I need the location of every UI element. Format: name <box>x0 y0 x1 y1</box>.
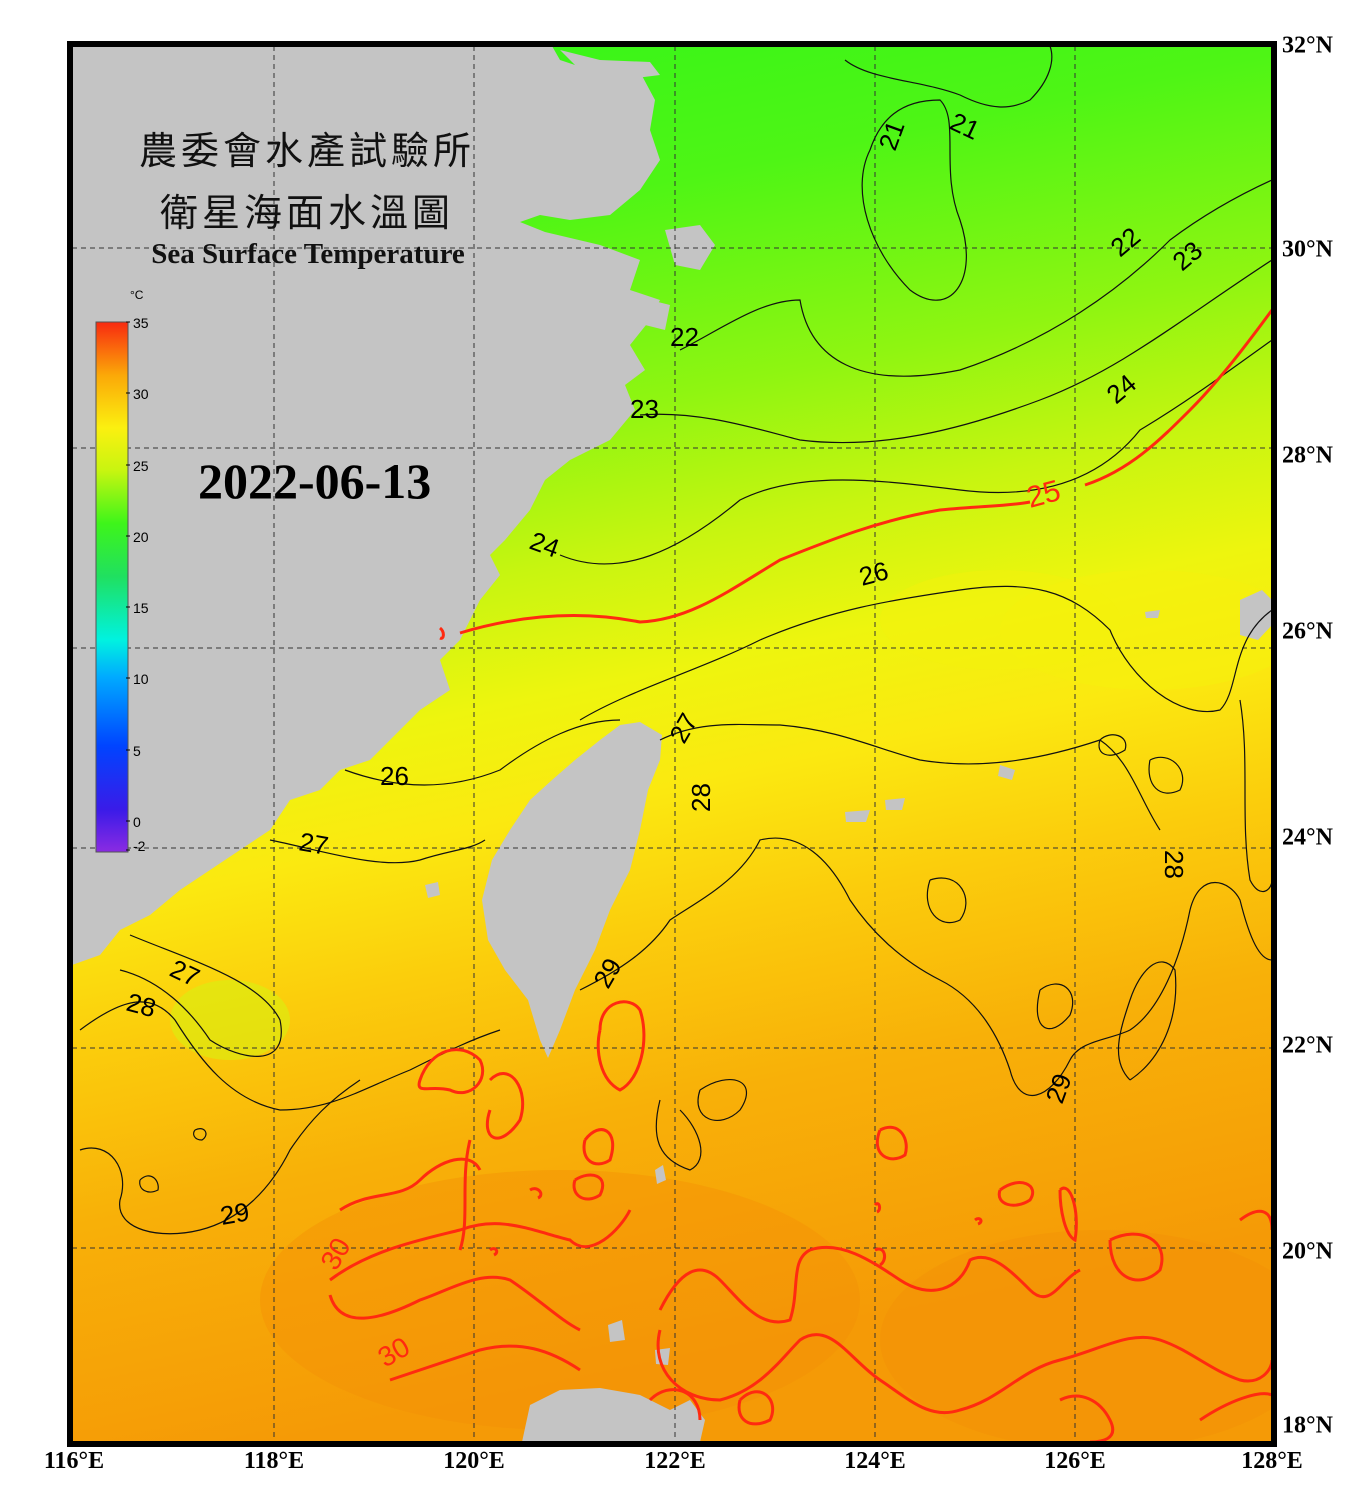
land-china <box>72 46 660 965</box>
highlight-contours <box>328 309 1272 1442</box>
land-island <box>645 300 670 330</box>
lat-label-22: 22°N <box>1282 1032 1333 1059</box>
lat-label-18: 18°N <box>1282 1412 1333 1439</box>
land-island <box>655 1165 666 1184</box>
lon-label-126: 126°E <box>1044 1448 1106 1474</box>
land-island <box>845 810 870 822</box>
contour-lines <box>79 46 1272 1235</box>
colorbar-tick-label: 0 <box>133 814 141 830</box>
lon-label-120: 120°E <box>443 1448 505 1474</box>
colorbar-tick-label: 30 <box>133 386 149 402</box>
contour-label: 22 <box>670 322 699 352</box>
land-island <box>560 50 660 80</box>
lon-label-124: 124°E <box>844 1448 906 1474</box>
land-island <box>425 882 440 898</box>
land-taiwan <box>482 722 662 1058</box>
lat-label-30: 30°N <box>1282 236 1333 263</box>
contour-label: 26 <box>380 761 409 791</box>
title-cn-line2: 衛星海面水溫圖 <box>159 191 454 235</box>
land-island <box>1240 590 1272 640</box>
land-island <box>608 1320 625 1342</box>
contour-label: 28 <box>1159 850 1189 879</box>
colorbar-unit: °C <box>130 288 144 302</box>
lat-label-24: 24°N <box>1282 824 1333 851</box>
contour-label: 23 <box>630 394 659 424</box>
map-frame <box>67 41 1277 1447</box>
land-island <box>1145 610 1160 618</box>
colorbar-tick-label: 25 <box>133 458 149 474</box>
colorbar-tick-label: 20 <box>133 529 149 545</box>
lon-label-128: 128°E <box>1241 1448 1303 1474</box>
colorbar-tick-label: 35 <box>133 315 149 331</box>
contour-label: 28 <box>686 783 716 812</box>
date-label: 2022-06-13 <box>198 453 432 509</box>
colorbar-tick-label: -2 <box>133 838 146 854</box>
title-en: Sea Surface Temperature <box>151 238 465 270</box>
warm-patch <box>880 570 1120 670</box>
contour-label: 27 <box>297 826 331 861</box>
colorbar <box>95 321 129 853</box>
warm-patch <box>880 1230 1272 1442</box>
lat-label-28: 28°N <box>1282 442 1333 469</box>
title-cn-line1: 農委會水產試驗所 <box>138 129 475 173</box>
lon-label-118: 118°E <box>243 1448 305 1474</box>
land-island <box>665 225 715 270</box>
colorbar-tick-label: 5 <box>133 743 141 759</box>
land-island <box>998 765 1015 780</box>
colorbar-tick-label: 10 <box>133 671 149 687</box>
colorbar-ticks <box>126 321 130 851</box>
lon-label-122: 122°E <box>644 1448 706 1474</box>
lat-label-32: 32°N <box>1282 32 1333 59</box>
land-luzon <box>522 1388 705 1442</box>
lat-label-20: 20°N <box>1282 1238 1333 1265</box>
colorbar-tick-label: 15 <box>133 600 149 616</box>
land-island <box>885 798 905 810</box>
cool-patch <box>170 980 290 1060</box>
lat-label-26: 26°N <box>1282 618 1333 645</box>
contour-label: 29 <box>218 1196 252 1231</box>
warm-patch <box>260 1170 860 1430</box>
lon-label-116: 116°E <box>43 1448 105 1474</box>
